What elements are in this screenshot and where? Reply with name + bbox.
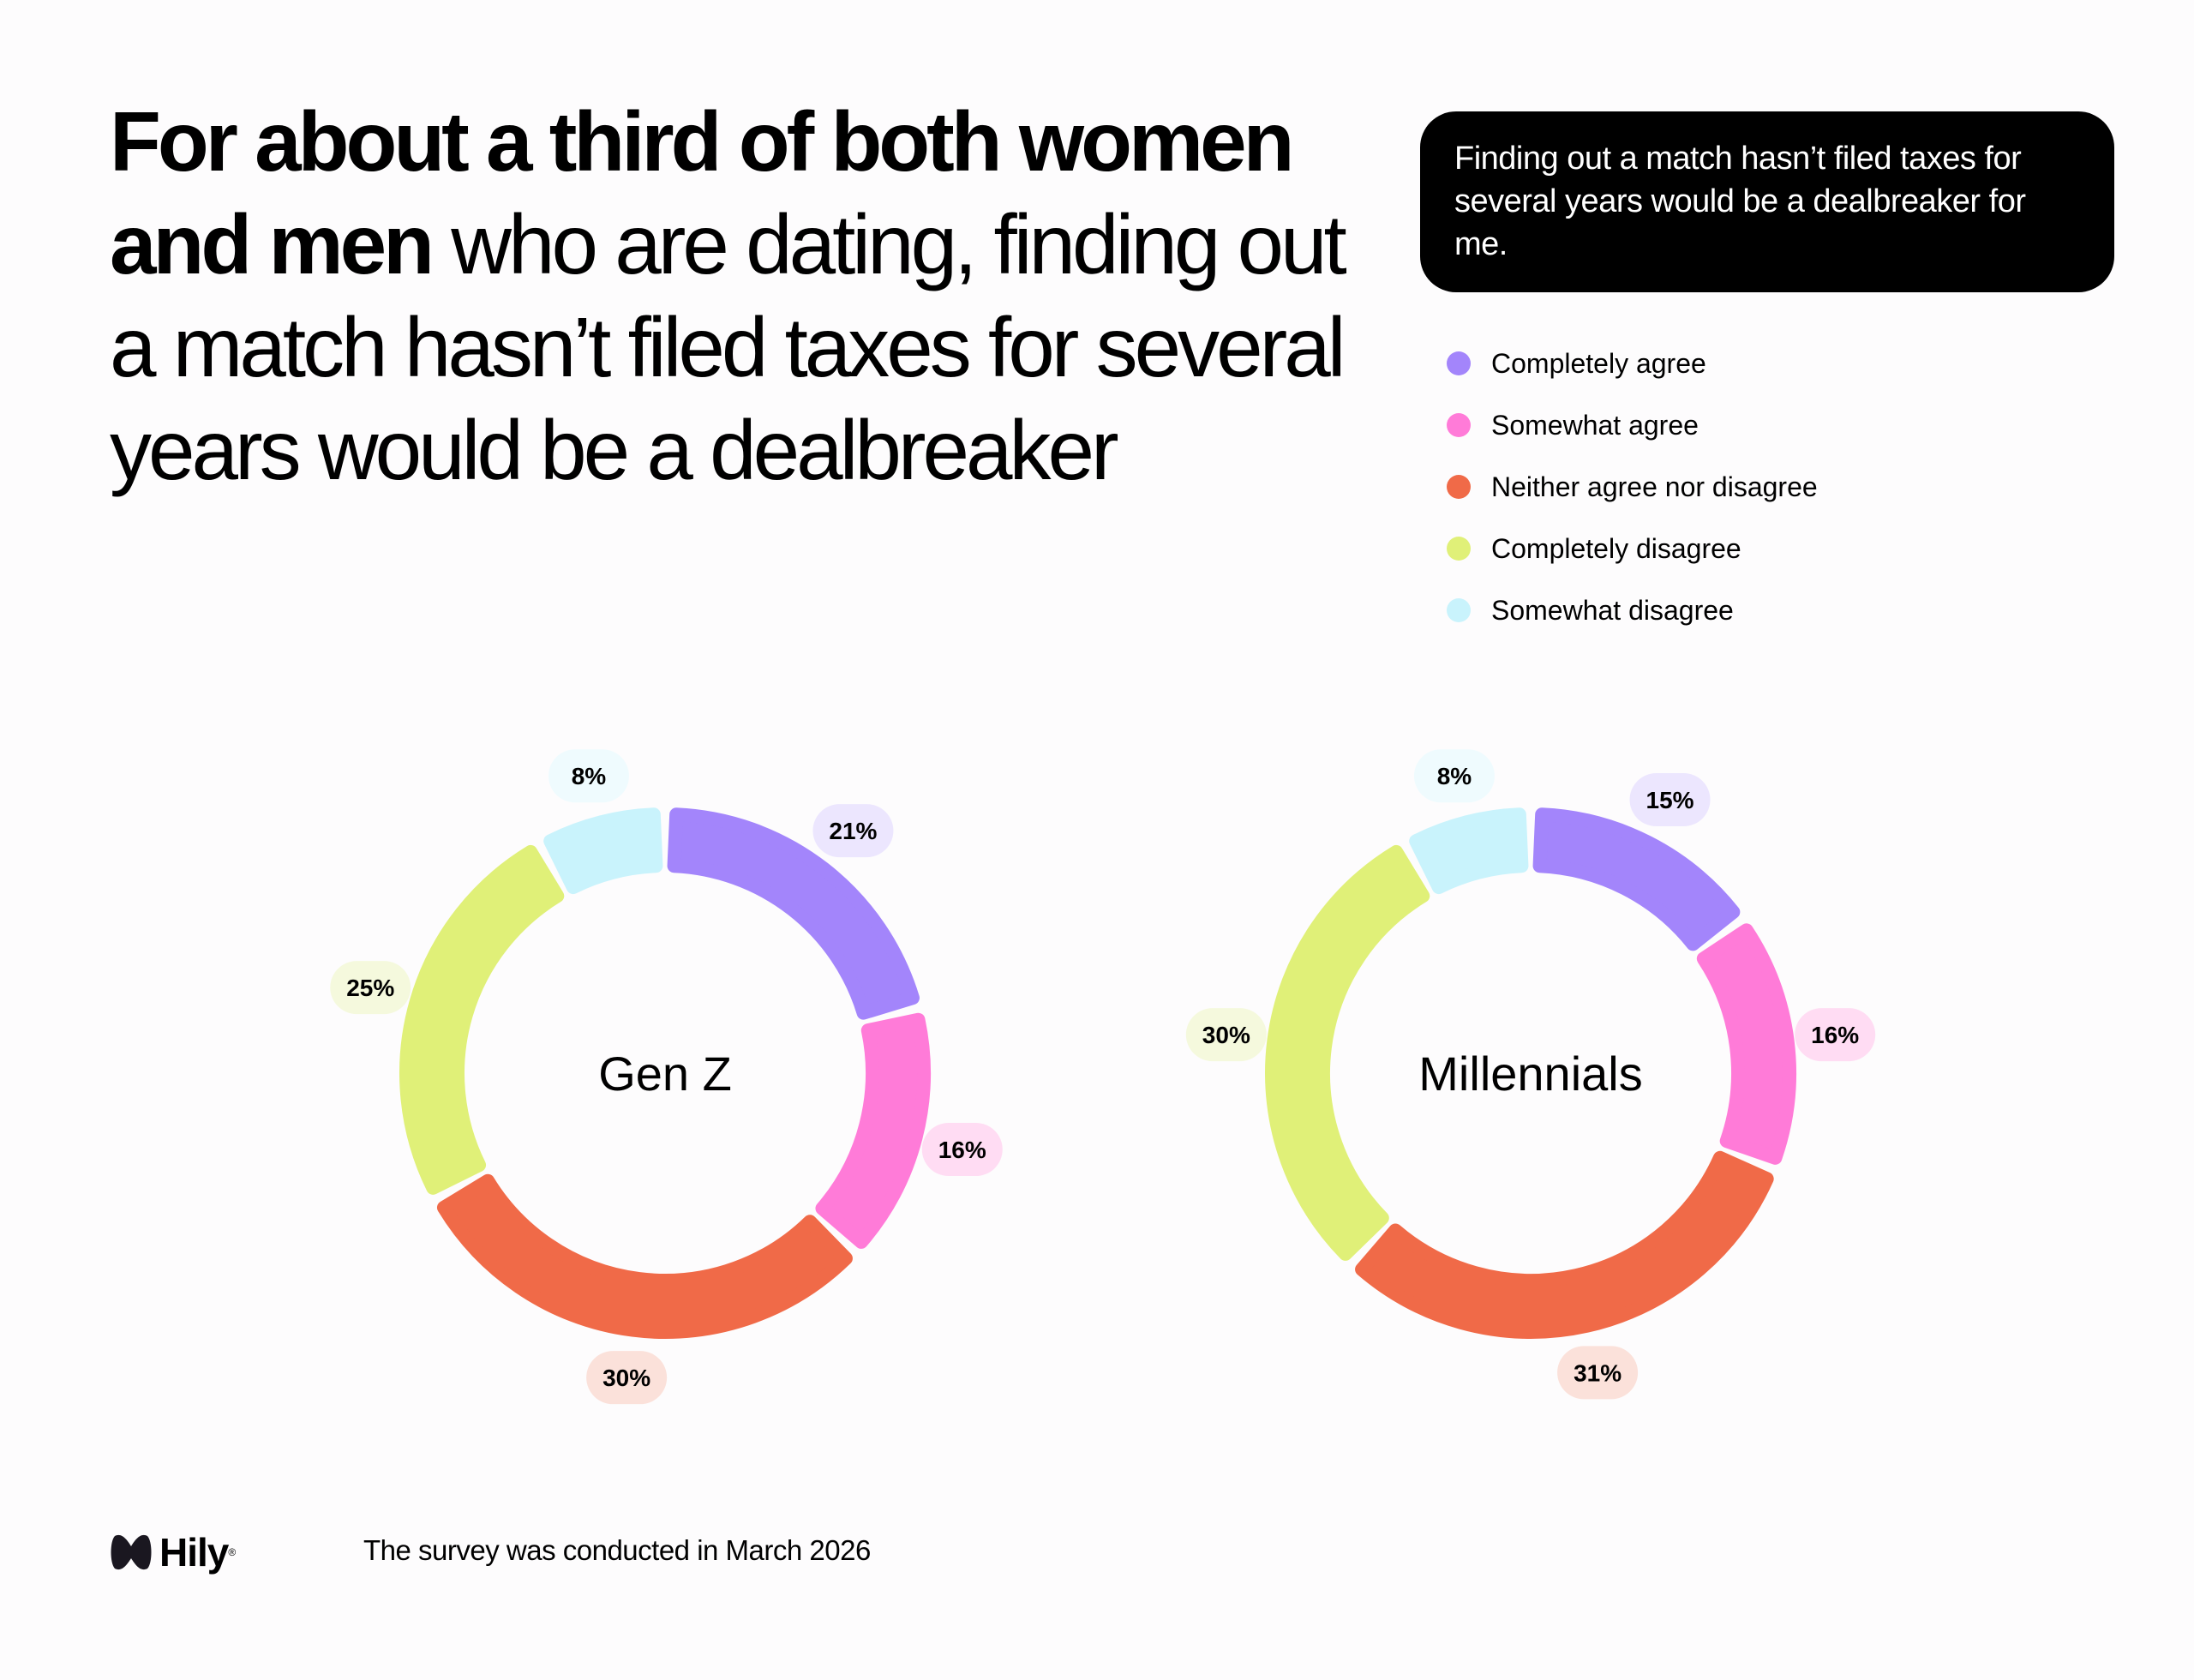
legend-item-somewhat-agree: Somewhat agree [1447, 394, 1818, 456]
legend-dot [1447, 598, 1471, 622]
legend-dot [1447, 475, 1471, 499]
donut-segment [543, 807, 663, 895]
donut-gen-z: 21% 16% 30% 25% 8% Gen Z [330, 749, 1003, 1405]
value-label: 8% [1437, 763, 1472, 789]
value-label: 8% [572, 763, 607, 789]
value-pill [586, 1351, 668, 1405]
legend-label: Somewhat agree [1491, 409, 1699, 441]
value-pill [1413, 749, 1495, 803]
donut-center-label: Gen Z [598, 1047, 732, 1101]
value-pill [330, 961, 411, 1015]
legend-dot [1447, 413, 1471, 437]
value-label: 15% [1646, 787, 1694, 813]
donut-millennials: 15% 16% 31% 30% 8% Millennials [1185, 749, 1876, 1400]
donut-segment [1696, 923, 1796, 1165]
value-label: 30% [602, 1365, 650, 1391]
legend-label: Neither agree nor disagree [1491, 471, 1818, 502]
headline-rest: who are dating, finding out a match hasn… [110, 197, 1347, 497]
hily-logo: Hily ® [110, 1529, 236, 1575]
value-label: 21% [829, 818, 877, 844]
value-pill [548, 749, 629, 803]
value-pill [1795, 1008, 1876, 1062]
value-pill [921, 1123, 1003, 1177]
question-text: Finding out a match hasn’t filed taxes f… [1454, 141, 2026, 262]
value-pill [1557, 1346, 1639, 1400]
value-pill [1629, 773, 1711, 827]
donut-segment [1265, 844, 1430, 1261]
donut-center-label: Millennials [1418, 1047, 1642, 1101]
donut-segment [1355, 1150, 1774, 1339]
value-pill [1185, 1008, 1267, 1062]
value-label: 16% [1811, 1022, 1859, 1048]
donut-segment [1532, 807, 1741, 951]
donut-segment [1409, 807, 1529, 895]
legend-label: Completely disagree [1491, 532, 1741, 564]
donut-segment [815, 1012, 931, 1249]
value-label: 31% [1574, 1359, 1622, 1386]
hily-logo-icon [111, 1534, 152, 1570]
donut-segment [667, 807, 920, 1020]
value-label: 30% [1202, 1022, 1250, 1048]
legend-dot [1447, 537, 1471, 561]
question-box: Finding out a match hasn’t filed taxes f… [1420, 111, 2114, 292]
legend-label: Completely agree [1491, 347, 1706, 379]
headline: For about a third of both women and men … [110, 90, 1370, 501]
legend: Completely agree Somewhat agree Neither … [1447, 333, 1818, 641]
value-label: 25% [346, 975, 394, 1001]
legend-item-completely-agree: Completely agree [1447, 333, 1818, 394]
donut-segment [436, 1173, 853, 1339]
survey-note: The survey was conducted in March 2026 [363, 1534, 871, 1566]
donut-segment [399, 844, 565, 1195]
legend-label: Somewhat disagree [1491, 594, 1734, 626]
legend-item-completely-disagree: Completely disagree [1447, 518, 1818, 579]
value-pill [812, 804, 894, 858]
registered-mark: ® [228, 1546, 237, 1558]
legend-item-neither: Neither agree nor disagree [1447, 456, 1818, 518]
logo-wordmark: Hily [159, 1530, 229, 1575]
legend-dot [1447, 351, 1471, 375]
value-label: 16% [938, 1137, 986, 1163]
legend-item-somewhat-disagree: Somewhat disagree [1447, 579, 1818, 641]
headline-bold: For about a third of both women and men [110, 94, 1294, 291]
